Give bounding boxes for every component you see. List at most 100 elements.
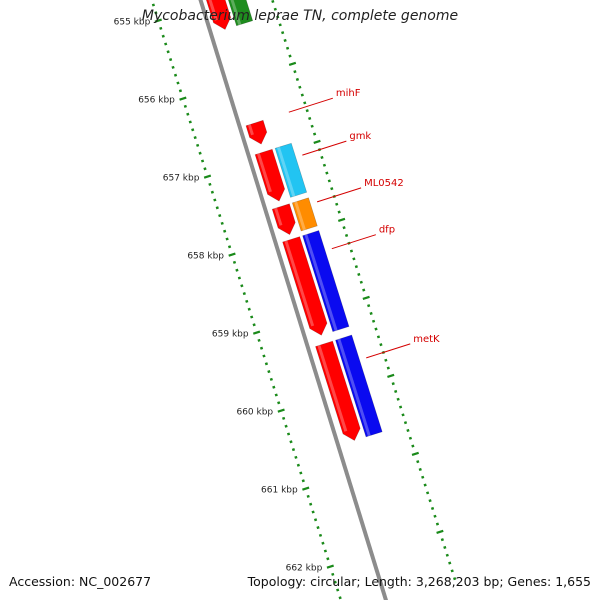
minor-tick — [247, 307, 251, 311]
minor-tick — [428, 499, 432, 503]
major-tick — [228, 252, 236, 257]
gene-feature[interactable] — [335, 334, 383, 438]
gene-features — [204, 0, 383, 441]
minor-tick — [398, 405, 403, 409]
gene-label[interactable]: metK — [413, 334, 440, 345]
minor-tick — [215, 206, 219, 210]
minor-tick — [281, 31, 285, 35]
minor-tick — [321, 541, 325, 545]
minor-tick — [259, 346, 264, 350]
gene-feature-highlight — [257, 153, 272, 193]
minor-tick — [376, 335, 381, 339]
gene-label[interactable]: gmk — [349, 131, 371, 142]
minor-tick — [426, 491, 430, 495]
gene-label[interactable]: ML0542 — [364, 178, 404, 189]
minor-tick — [276, 15, 280, 19]
gene-feature[interactable] — [245, 119, 268, 145]
gene-feature-highlight — [317, 345, 348, 432]
minor-tick — [198, 151, 202, 155]
major-tick — [387, 373, 395, 378]
minor-tick — [223, 229, 227, 233]
major-tick — [436, 529, 444, 534]
minor-tick — [421, 475, 425, 479]
major-tick — [411, 451, 420, 456]
minor-tick — [296, 463, 300, 467]
minor-tick — [450, 569, 454, 573]
minor-tick — [178, 89, 183, 93]
minor-tick — [218, 214, 222, 218]
minor-tick — [318, 533, 323, 537]
inner-ruler: 655 kbp 656 kbp 657 kbp 658 kbp 659 kbp 660 k… — [114, 3, 342, 600]
minor-tick — [191, 128, 195, 132]
minor-tick — [166, 50, 170, 54]
minor-tick — [273, 7, 277, 11]
gene-feature[interactable] — [315, 340, 361, 441]
major-tick — [337, 217, 346, 222]
minor-tick — [310, 124, 314, 128]
major-tick — [302, 486, 310, 491]
gene-feature[interactable] — [254, 148, 286, 202]
gene-feature-highlight — [284, 240, 315, 327]
gene-label[interactable]: dfp — [379, 225, 395, 236]
major-tick — [154, 18, 162, 23]
minor-tick — [309, 502, 313, 506]
minor-tick — [252, 323, 256, 327]
minor-tick — [171, 65, 175, 69]
major-tick — [362, 295, 370, 300]
minor-tick — [352, 257, 356, 261]
minor-tick — [264, 362, 269, 366]
minor-tick — [220, 221, 224, 225]
tick-label: 658 kbp — [187, 252, 224, 262]
minor-tick — [331, 572, 335, 576]
minor-tick — [371, 319, 376, 323]
minor-tick — [435, 522, 440, 526]
minor-tick — [394, 389, 398, 393]
minor-tick — [164, 42, 168, 46]
outer-ruler — [271, 0, 457, 581]
gene-feature[interactable] — [302, 230, 350, 332]
minor-tick — [301, 479, 305, 483]
minor-tick — [311, 510, 315, 514]
minor-tick — [396, 397, 400, 401]
gene-feature[interactable] — [204, 0, 232, 30]
minor-tick — [342, 226, 346, 230]
minor-tick — [423, 483, 427, 487]
gene-label[interactable]: mihF — [336, 88, 361, 99]
minor-tick — [200, 159, 205, 163]
gene-label-leader — [316, 187, 362, 203]
minor-tick — [430, 506, 435, 510]
minor-tick — [305, 109, 309, 113]
minor-tick — [374, 327, 378, 331]
gene-labels: mihF gmk ML0542 dfp metK — [288, 88, 440, 359]
minor-tick — [316, 526, 320, 530]
minor-tick — [285, 46, 290, 50]
gene-feature[interactable] — [271, 203, 296, 236]
minor-tick — [306, 494, 310, 498]
minor-tick — [284, 424, 288, 428]
minor-tick — [288, 54, 292, 58]
minor-tick — [369, 311, 373, 315]
gene-feature[interactable] — [224, 0, 254, 27]
minor-tick — [240, 284, 244, 288]
minor-tick — [337, 210, 341, 214]
minor-tick — [245, 299, 249, 303]
minor-tick — [183, 104, 187, 108]
major-tick — [252, 330, 261, 335]
gene-feature[interactable] — [282, 236, 328, 336]
genome-summary-text: Topology: circular; Length: 3,268,203 bp… — [247, 574, 591, 589]
major-tick — [326, 564, 334, 569]
minor-tick — [354, 265, 358, 269]
gene-feature[interactable] — [274, 142, 308, 198]
minor-tick — [213, 198, 217, 202]
gene-label-leader — [288, 97, 333, 113]
minor-tick — [210, 190, 214, 194]
minor-tick — [208, 182, 212, 186]
minor-tick — [159, 26, 163, 30]
major-tick — [313, 139, 321, 144]
minor-tick — [262, 354, 266, 358]
minor-tick — [335, 202, 339, 206]
gene-feature-highlight — [247, 124, 254, 136]
minor-tick — [406, 428, 410, 432]
gene-feature[interactable] — [291, 197, 318, 232]
minor-tick — [267, 370, 271, 374]
